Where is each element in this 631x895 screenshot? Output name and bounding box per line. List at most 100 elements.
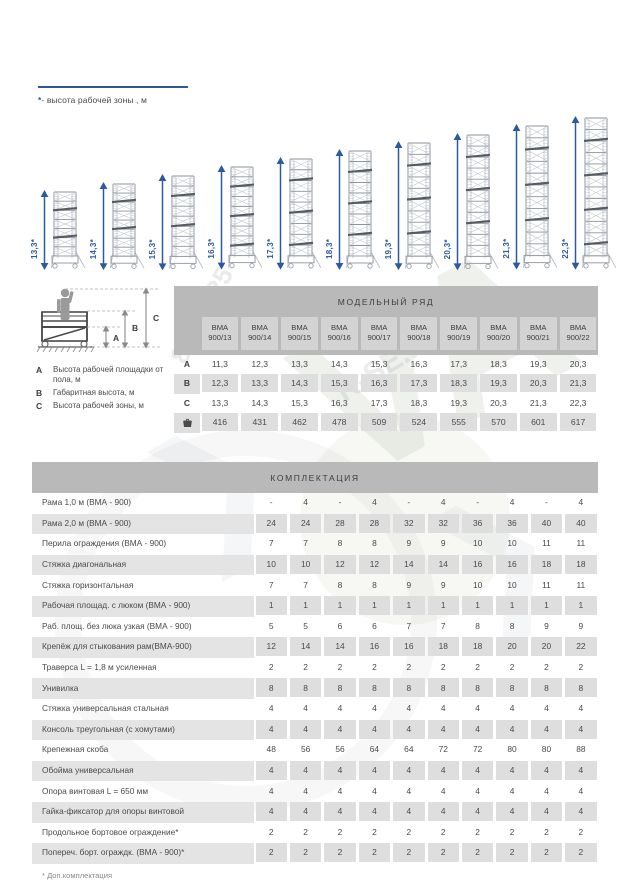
kit-item-label: Продольное бортовое ограждение* xyxy=(42,826,179,837)
spec-cell: 15,3 xyxy=(291,397,308,408)
spec-row: C 13,3 14,3 15,3 16,3 17,3 18,3 19,3 20,3 21,3 22,… xyxy=(174,394,598,414)
kit-cell: 9 xyxy=(406,538,412,549)
height-dimension-arrow xyxy=(217,165,226,270)
kit-cell: 7 xyxy=(303,579,308,590)
kit-cell: 1 xyxy=(565,595,597,616)
note-asterisk: * xyxy=(38,95,42,105)
tower-illustration-row: 13,3* 14,3* 15,3* 16,3* 17,3* 18,3* 19,3* 20,3*… xyxy=(30,95,618,270)
spec-cell: 22,3 xyxy=(569,397,587,408)
kit-cell: 18 xyxy=(530,554,563,574)
kit-item-label: Консоль треугольная (с хомутами) xyxy=(32,719,254,741)
kit-cell: 1 xyxy=(393,595,425,616)
kit-cell: 64 xyxy=(369,744,380,755)
kit-cell: 2 xyxy=(578,662,584,673)
spec-cell: 19,3 xyxy=(529,358,547,369)
kit-cell: 9 xyxy=(544,620,549,631)
kit-item-label: Перила ограждения (ВМА - 900) xyxy=(42,538,167,549)
model-range-header-row: BMA 900/13 BMA 900/14 BMA 900/15 BMA 900/16 BMA 9… xyxy=(174,317,598,355)
kit-cell: 4 xyxy=(406,703,412,714)
spec-cell: 431 xyxy=(241,413,279,431)
kit-item-values: 48 56 56 64 64 72 72 80 80 88 xyxy=(254,740,598,761)
kit-cell: 4 xyxy=(509,497,515,508)
kit-cell: 7 xyxy=(268,579,274,590)
spec-cell: 555 xyxy=(440,413,478,431)
scaffold-tower xyxy=(582,116,618,270)
kit-item-values: 12 14 14 16 16 18 18 20 20 22 xyxy=(254,637,598,658)
legend-item-label: Высота рабочей зоны, м xyxy=(53,401,144,410)
kit-cell: 4 xyxy=(440,785,446,796)
legend-item-key: C xyxy=(36,401,43,411)
kit-cell: - xyxy=(269,497,273,508)
kit-cell: 6 xyxy=(337,620,343,631)
legend-item-label: Габаритная высота, м xyxy=(53,388,135,397)
kit-cell: 1 xyxy=(427,595,459,616)
table-row: Стяжка горизонтальная 7 7 8 8 9 9 10 10 11 11 xyxy=(32,575,598,596)
kit-cell: 2 xyxy=(289,843,322,863)
spec-row: A 11,3 12,3 13,3 14,3 15,3 16,3 17,3 18,3 19,3 20,… xyxy=(174,355,598,375)
dimension-legend: A Высота рабочей площадки от пола, м B Габа… xyxy=(36,365,176,414)
kit-cell: 4 xyxy=(358,801,391,821)
kit-cell: 4 xyxy=(565,719,597,739)
spec-row-key: B xyxy=(174,374,200,394)
kit-cell: 1 xyxy=(255,595,287,616)
kit-cell: 2 xyxy=(461,843,494,863)
svg-text:A: A xyxy=(113,333,119,343)
spec-row: 416 431 462 478 509 524 555 570 601 617 xyxy=(174,413,598,433)
kit-cell: 8 xyxy=(393,678,425,698)
kit-cell: 11 xyxy=(576,538,586,549)
table-row: Стяжка универсальная стальная 4 4 4 4 4 4 4 4 4 4 xyxy=(32,699,598,720)
kit-cell: 4 xyxy=(496,801,528,821)
kit-cell: 64 xyxy=(404,744,414,755)
kit-cell: 18 xyxy=(461,637,494,657)
spec-cell: 524 xyxy=(400,413,438,431)
kit-cell: 16 xyxy=(393,637,425,657)
scaffold-tower xyxy=(228,165,264,270)
kit-cell: 2 xyxy=(358,843,391,863)
kit-cell: 4 xyxy=(544,785,549,796)
spec-header-spacer xyxy=(174,317,200,350)
kit-cell: 2 xyxy=(475,662,480,673)
legend-item: C Высота рабочей зоны, м xyxy=(36,401,176,411)
height-dimension-arrow xyxy=(394,140,403,270)
kit-cell: 4 xyxy=(393,719,425,739)
spec-cell: 14,3 xyxy=(281,374,318,392)
kit-item-label: Рабочая площад. с люком (ВМА - 900) xyxy=(32,595,254,617)
kit-cell: 14 xyxy=(289,637,322,657)
kit-cell: 4 xyxy=(440,497,446,508)
kit-cell: 9 xyxy=(406,579,412,590)
spec-cell: 21,3 xyxy=(559,374,597,392)
kit-cell: 4 xyxy=(461,801,494,821)
kit-cell: 4 xyxy=(530,801,563,821)
kit-cell: 2 xyxy=(530,843,563,863)
kit-table: КОМПЛЕКТАЦИЯ Рама 1,0 м (ВМА - 900) -4-4-… xyxy=(32,462,598,880)
legend-item-key: A xyxy=(36,365,43,375)
tower-height-label: 18,3* xyxy=(325,238,334,259)
kit-cell: 4 xyxy=(393,760,425,780)
tower-illustration: 14,3* xyxy=(89,181,146,270)
spec-cell: 416 xyxy=(201,413,239,431)
kit-cell: 2 xyxy=(372,826,377,837)
kit-item-values: - 4 - 4 - 4 - 4 - 4 xyxy=(254,493,598,514)
tower-illustration: 16,3* xyxy=(207,165,264,270)
kit-cell: 2 xyxy=(393,843,425,863)
spec-cell: 20,3 xyxy=(569,358,587,369)
kit-item-label: Обойма универсальная xyxy=(32,760,254,782)
tower-height-label: 22,3* xyxy=(561,238,570,259)
dimension-diagram: A B C xyxy=(32,283,172,355)
kit-item-label: Крепёж для стыкования рам(ВМА-900) xyxy=(32,637,254,658)
kit-cell: 4 xyxy=(358,719,391,739)
scaffold-tower xyxy=(346,149,382,270)
spec-cell: 18,3 xyxy=(490,358,507,369)
spec-cell: 17,3 xyxy=(450,358,468,369)
table-row: Унивилка 8 8 8 8 8 8 8 8 8 8 xyxy=(32,678,598,699)
kit-item-label: Рама 1,0 м (ВМА - 900) xyxy=(42,497,132,508)
kit-cell: - xyxy=(545,497,548,508)
spec-cell: 14,3 xyxy=(330,358,348,369)
scaffold-tower xyxy=(110,182,146,270)
tower-illustration: 21,3* xyxy=(502,124,559,270)
height-dimension-arrow xyxy=(571,116,580,270)
kit-cell: 8 xyxy=(358,678,391,698)
table-row: Консоль треугольная (с хомутами) 4 4 4 4 4 4 4 4… xyxy=(32,719,598,741)
tower-illustration: 17,3* xyxy=(266,157,323,270)
